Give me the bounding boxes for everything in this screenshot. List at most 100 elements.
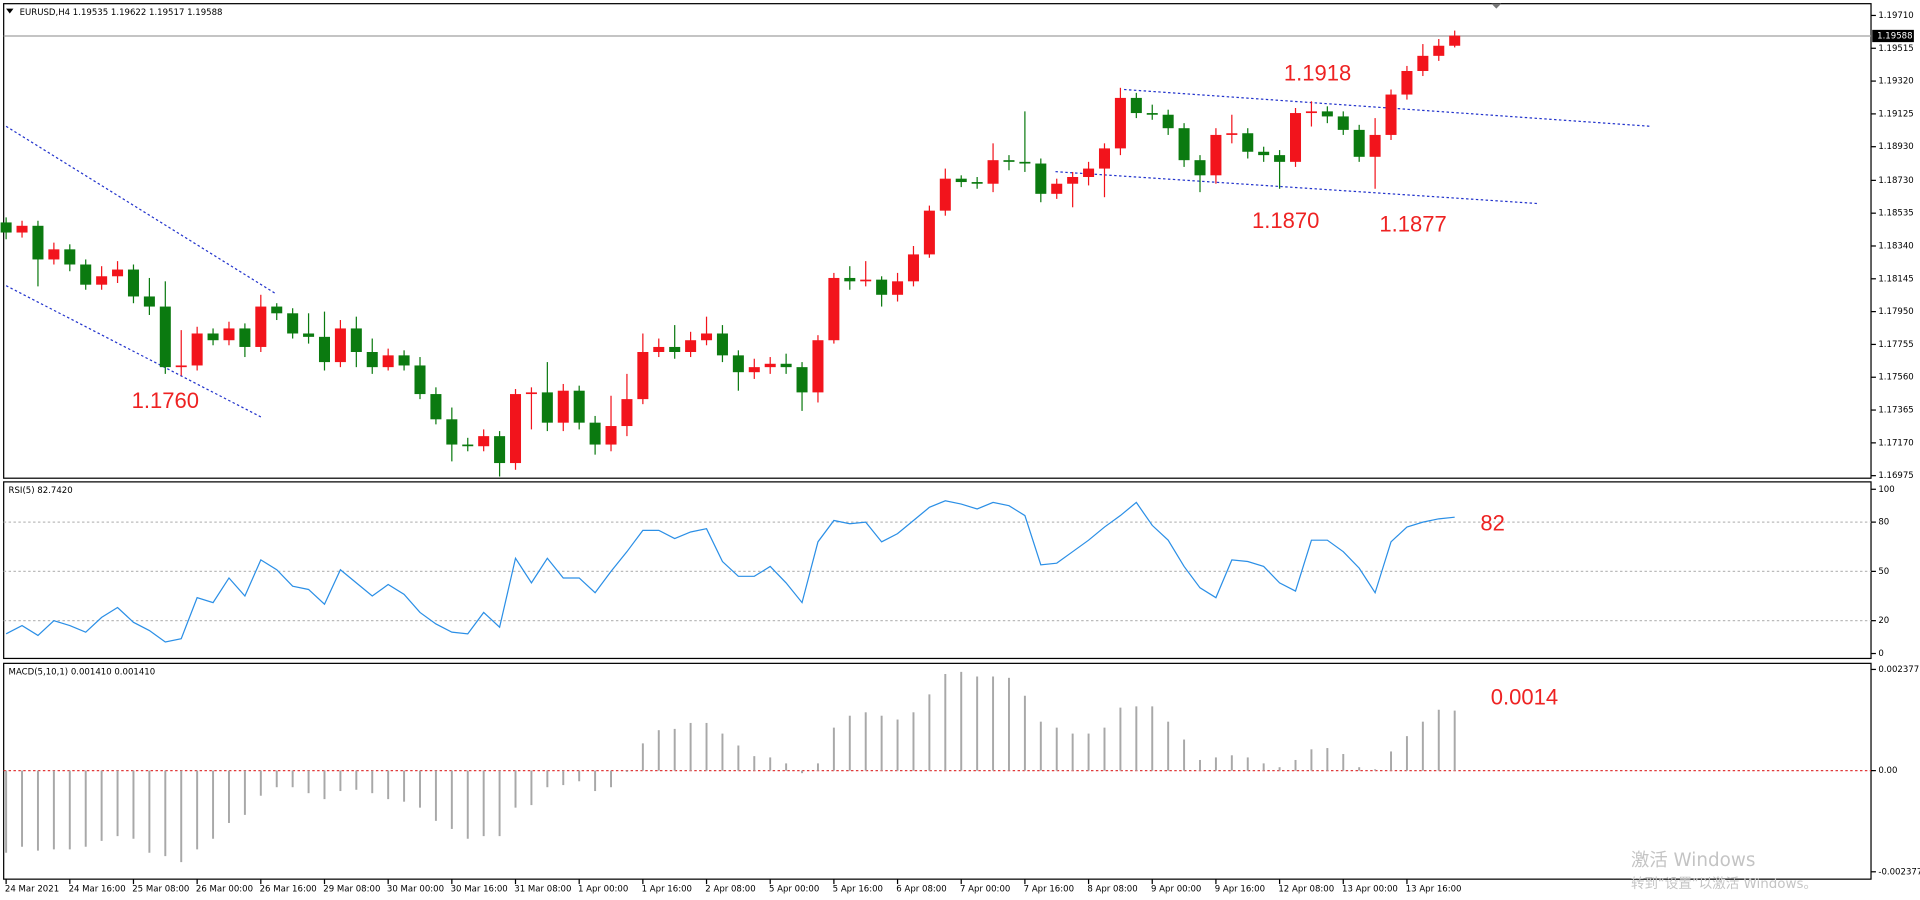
candle-body [1194, 160, 1206, 176]
shift-marker [1491, 3, 1502, 9]
candle-body [1433, 45, 1445, 56]
candle-body [255, 306, 267, 347]
y-tick-label: 1.16975 [1878, 471, 1913, 481]
candle-body [907, 254, 919, 282]
candle-body [318, 336, 330, 363]
annotation: 1.1760 [132, 388, 199, 413]
y-tick-label: 1.18340 [1878, 241, 1913, 251]
y-tick-label: 0.002377 [1878, 665, 1919, 675]
annotation: 1.1877 [1379, 211, 1446, 236]
candle-body [1290, 113, 1302, 162]
y-tick-label: 1.18535 [1878, 209, 1913, 219]
price-panel [3, 3, 1872, 479]
candle-body [1178, 128, 1190, 161]
x-tick-label: 9 Apr 00:00 [1151, 884, 1201, 894]
y-tick-label: 1.18145 [1878, 274, 1913, 284]
candle-body [1337, 116, 1349, 130]
y-tick-label: 1.18930 [1878, 142, 1913, 152]
candle-body [127, 269, 139, 297]
annotation: 1.1918 [1284, 61, 1351, 86]
candle-body [1258, 151, 1270, 156]
candle-body [557, 390, 569, 423]
candle-body [16, 225, 28, 233]
y-tick-label: 1.19710 [1878, 11, 1913, 21]
candle-body [1305, 111, 1317, 114]
x-tick-label: 12 Apr 08:00 [1278, 884, 1334, 894]
y-tick-label: 1.17170 [1878, 438, 1913, 448]
y-tick-label: 0.00 [1878, 766, 1897, 776]
x-tick-label: 7 Apr 16:00 [1024, 884, 1074, 894]
candle-body [1051, 183, 1063, 194]
y-tick-label: 1.18730 [1878, 176, 1913, 186]
trend-line [5, 125, 278, 295]
candle-body [1019, 161, 1031, 164]
candle-body [143, 296, 155, 307]
macd-header: MACD(5,10,1) 0.001410 0.001410 [9, 667, 156, 677]
x-tick-label: 26 Mar 16:00 [260, 884, 317, 894]
candle-body [812, 340, 824, 393]
y-tick-label: 100 [1878, 485, 1894, 495]
candle-body [510, 394, 522, 464]
candle-body [446, 419, 458, 445]
candle-body [732, 355, 744, 373]
candle-body [382, 355, 394, 368]
candle-body [1385, 94, 1397, 135]
candle-body [1146, 113, 1158, 115]
candle-body [366, 351, 378, 368]
candle-body [605, 426, 617, 445]
trend-lines [5, 88, 1651, 418]
x-tick-label: 9 Apr 16:00 [1215, 884, 1265, 894]
candle-body [987, 160, 999, 184]
x-tick-label: 13 Apr 16:00 [1406, 884, 1462, 894]
candle-body [1130, 97, 1142, 114]
candle-body [287, 313, 299, 334]
candle-body [1003, 160, 1015, 162]
candle-body [175, 365, 187, 368]
candle-body [64, 249, 76, 265]
candle-body [430, 394, 442, 420]
last-price-box [1872, 29, 1914, 43]
candle-body [971, 182, 983, 184]
candle-body [414, 365, 426, 395]
candle-body [1210, 134, 1222, 176]
x-tick-label: 24 Mar 16:00 [69, 884, 126, 894]
x-tick-label: 5 Apr 16:00 [833, 884, 883, 894]
candle-body [923, 210, 935, 255]
x-tick-label: 29 Mar 08:00 [323, 884, 380, 894]
y-tick-label: 1.19125 [1878, 109, 1913, 119]
menu-arrow[interactable] [6, 8, 14, 14]
candle-body [303, 333, 315, 337]
candle-body [525, 392, 537, 395]
candle-body [1449, 35, 1461, 46]
candle-body [1274, 155, 1286, 162]
macd-panel [3, 662, 1872, 880]
candle-body [478, 436, 490, 447]
candle-body [112, 269, 124, 277]
candle-body [271, 306, 283, 314]
candle-body [780, 363, 792, 368]
y-tick-label: 0 [1878, 649, 1883, 659]
x-tick-label: 6 Apr 08:00 [896, 884, 946, 894]
candle-body [223, 328, 235, 341]
candle-body [239, 328, 251, 347]
candle-body [0, 222, 12, 233]
candle-body [844, 277, 856, 282]
y-tick-label: 1.17755 [1878, 340, 1913, 350]
y-tick-label: 80 [1878, 518, 1889, 528]
candle-body [653, 346, 665, 352]
candle-body [1067, 176, 1079, 184]
y-tick-label: 1.19515 [1878, 44, 1913, 54]
candle-body [48, 249, 60, 260]
y-tick-label: 1.17560 [1878, 373, 1913, 383]
rsi-line [5, 500, 1455, 643]
candle-body [1242, 133, 1254, 152]
candle-body [1321, 111, 1333, 117]
candle-body [207, 333, 219, 341]
candle-body [1401, 70, 1413, 95]
y-tick-label: 1.19320 [1878, 77, 1913, 87]
candle-body [764, 363, 776, 368]
candle-body [1098, 148, 1110, 169]
y-tick-label: 1.17950 [1878, 307, 1913, 317]
x-tick-label: 5 Apr 00:00 [769, 884, 819, 894]
